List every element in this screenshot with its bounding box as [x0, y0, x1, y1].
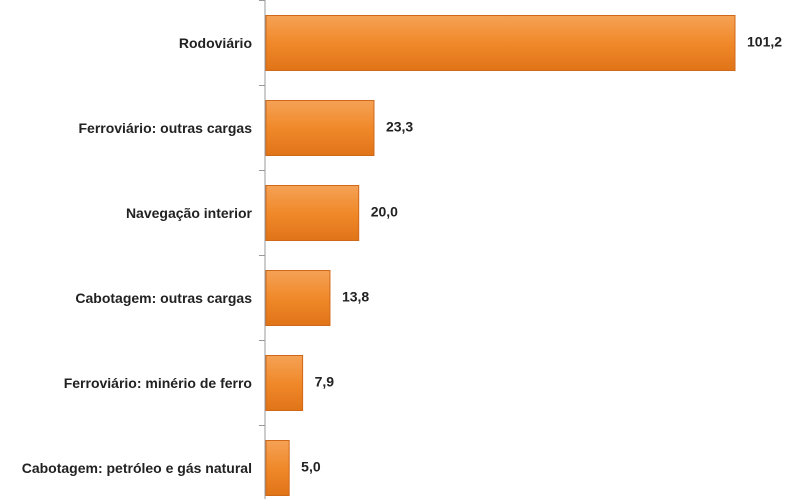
category-label: Rodoviário [178, 35, 252, 51]
category-label: Ferroviário: minério de ferro [63, 375, 252, 391]
bar [265, 355, 304, 411]
bar [265, 100, 375, 156]
data-label: 5,0 [301, 459, 321, 475]
data-label: 20,0 [371, 204, 398, 220]
category-label-box: Navegação interior [0, 183, 252, 243]
data-label: 23,3 [386, 119, 413, 135]
category-label: Cabotagem: outras cargas [75, 290, 252, 306]
bar [265, 270, 331, 326]
bar [265, 440, 290, 496]
category-label-box: Ferroviário: minério de ferro [0, 353, 252, 413]
category-label: Navegação interior [125, 205, 252, 221]
data-label: 101,2 [747, 34, 782, 50]
category-label-box: Cabotagem: petróleo e gás natural [0, 438, 252, 498]
category-label: Ferroviário: outras cargas [78, 120, 252, 136]
category-label: Cabotagem: petróleo e gás natural [21, 460, 252, 476]
bar [265, 185, 360, 241]
data-label: 13,8 [342, 289, 369, 305]
category-label-box: Rodoviário [0, 13, 252, 73]
category-label-box: Ferroviário: outras cargas [0, 98, 252, 158]
data-label: 7,9 [315, 374, 335, 390]
category-label-box: Cabotagem: outras cargas [0, 268, 252, 328]
bar [265, 15, 736, 71]
